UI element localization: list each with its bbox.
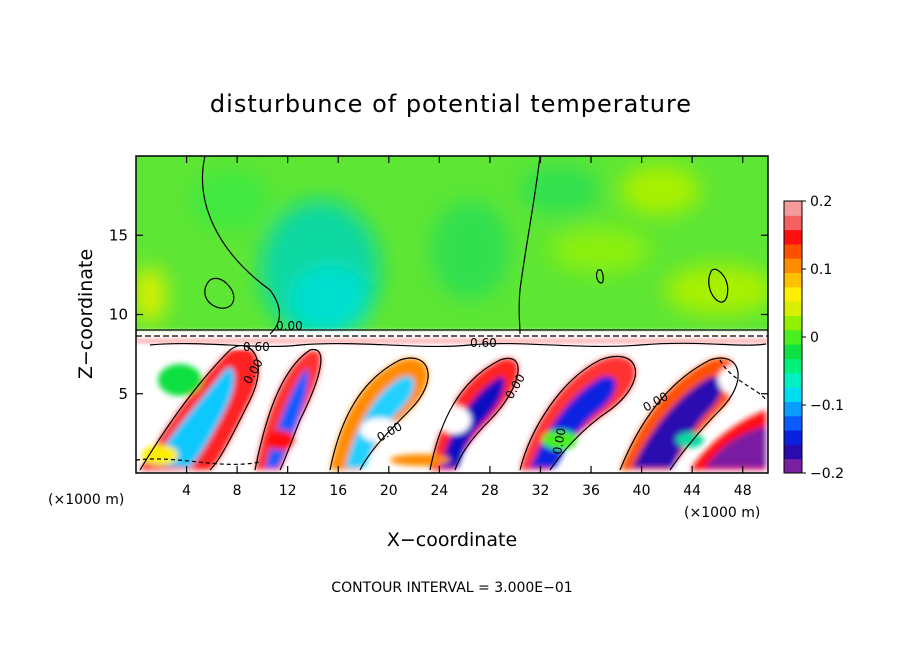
- colorbar-swatch: [784, 430, 802, 445]
- contour-label: 0.00: [276, 319, 303, 333]
- x-tick-label: 20: [380, 483, 398, 499]
- y-axis-label: Z−coordinate: [75, 249, 97, 379]
- colorbar-swatch: [784, 415, 802, 431]
- x-tick-label: 4: [182, 483, 191, 499]
- colorbar-swatch: [784, 401, 802, 417]
- x-tick-label: 8: [233, 483, 242, 499]
- colorbar-swatch: [784, 201, 802, 216]
- colorbar-swatch: [784, 258, 802, 274]
- colorbar-tick-label: 0: [810, 330, 819, 346]
- lower-layer-eddies: [140, 345, 766, 470]
- colorbar-tick-label: 0.1: [810, 262, 832, 278]
- colorbar-swatch: [784, 387, 802, 402]
- x-tick-label: 40: [633, 483, 651, 499]
- heatmap-field: [136, 156, 768, 473]
- x-axis-label: X−coordinate: [387, 529, 517, 551]
- colorbar-swatch: [784, 215, 802, 231]
- colorbar-swatch: [784, 272, 802, 288]
- contour-interval-note: CONTOUR INTERVAL = 3.000E−01: [331, 580, 572, 596]
- y-tick-label: 15: [109, 226, 128, 244]
- colorbar-swatch: [784, 344, 802, 359]
- colorbar-swatch: [784, 229, 802, 245]
- colorbar-swatch: [784, 372, 802, 388]
- colorbar-swatch: [784, 315, 802, 331]
- colorbar-swatch: [784, 301, 802, 317]
- x-tick-label: 36: [582, 483, 600, 499]
- contour-label-group: 0.00 0.60 0.60 0.00 0.00 0.00 0.00 0.00: [240, 319, 670, 456]
- contour-lines: [136, 156, 768, 471]
- y-tick-label: 5: [118, 385, 128, 403]
- contour-label: 0.60: [243, 340, 270, 354]
- upper-layer-blobs: [136, 165, 768, 340]
- colorbar-tick-label: −0.1: [810, 398, 844, 414]
- y-tick-label: 10: [109, 306, 128, 324]
- x-tick-label: 24: [430, 483, 448, 499]
- contour-label: 0.00: [550, 427, 568, 456]
- x-unit-left: (×1000 m): [48, 492, 124, 508]
- colorbar: 0.2 0.1 0 −0.1 −0.2: [783, 194, 844, 482]
- x-tick-label: 12: [279, 483, 297, 499]
- colorbar-swatch: [784, 329, 802, 345]
- y-axis: 5 10 15: [109, 226, 768, 403]
- x-axis: 4 8 12 16 20 24 28 32 36 40 44 48: [182, 156, 752, 499]
- colorbar-tick-label: 0.2: [810, 194, 832, 210]
- x-tick-label: 32: [532, 483, 550, 499]
- x-tick-label: 16: [329, 483, 347, 499]
- transition-band: [136, 330, 768, 350]
- colorbar-swatch: [784, 444, 802, 460]
- x-tick-label: 44: [683, 483, 701, 499]
- colorbar-swatch: [784, 286, 802, 302]
- colorbar-swatch: [784, 458, 802, 474]
- contour-label: 0.60: [470, 336, 497, 350]
- x-tick-label: 28: [481, 483, 499, 499]
- colorbar-swatch: [784, 358, 802, 374]
- x-unit-right: (×1000 m): [684, 505, 760, 521]
- x-tick-label: 48: [734, 483, 752, 499]
- colorbar-tick-label: −0.2: [810, 466, 844, 482]
- chart-title: disturbunce of potential temperature: [210, 90, 692, 118]
- colorbar-swatch: [784, 243, 802, 259]
